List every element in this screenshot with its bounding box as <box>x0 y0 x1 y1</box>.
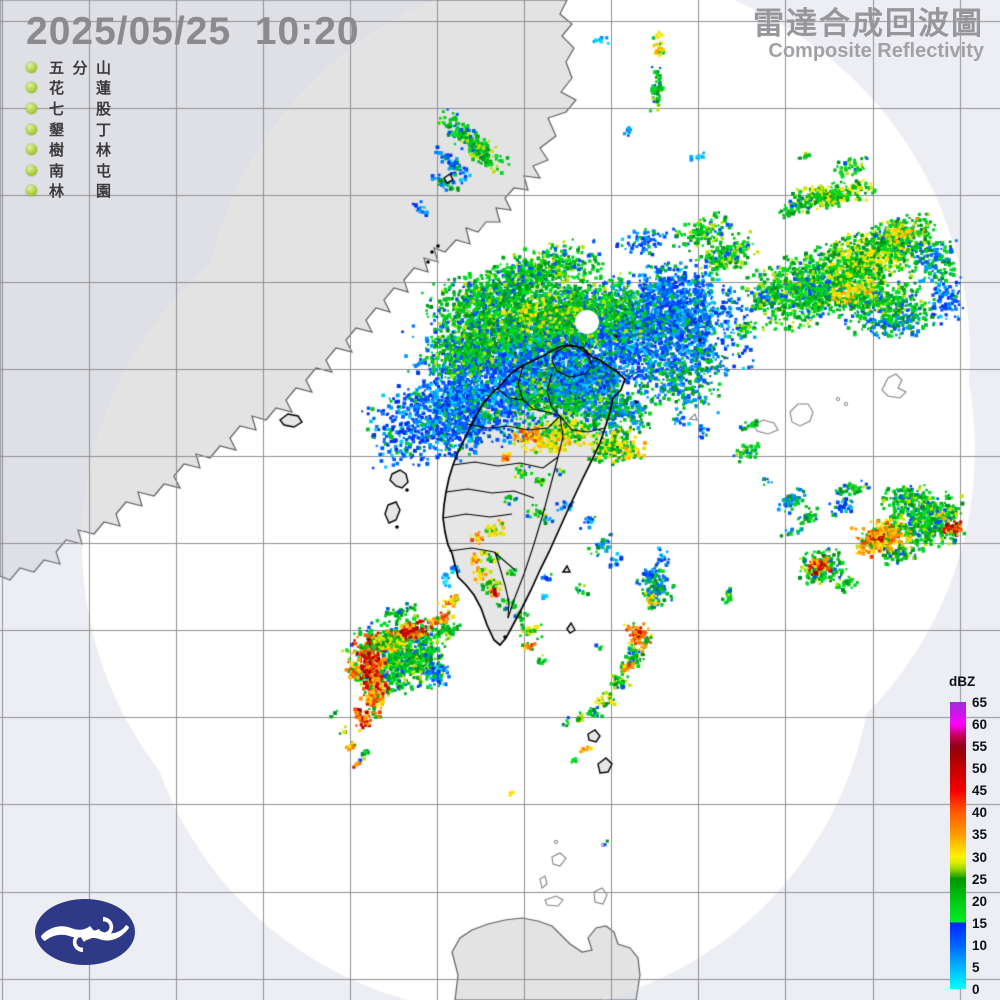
colorbar-tick-40: 40 <box>972 805 988 821</box>
station-name: 林園 <box>49 183 111 201</box>
station-name: 墾丁 <box>49 121 111 139</box>
colorbar-tick-20: 20 <box>972 893 988 909</box>
station-item: 花蓮 <box>26 78 111 99</box>
page-title: 雷達合成回波圖 Composite Reflectivity <box>753 6 984 62</box>
station-item: 南屯 <box>26 160 111 181</box>
station-item: 樹林 <box>26 139 111 160</box>
station-status-icon <box>26 82 37 94</box>
title-english: Composite Reflectivity <box>768 39 984 62</box>
radar-station-list: 五分山花蓮七股墾丁樹林南屯林園 <box>26 57 111 201</box>
station-name: 七股 <box>49 100 111 118</box>
colorbar-tick-65: 65 <box>972 695 988 710</box>
colorbar-tick-55: 55 <box>972 739 988 755</box>
colorbar-tick-10: 10 <box>972 937 988 953</box>
colorbar-tick-25: 25 <box>972 871 988 887</box>
colorbar-tick-35: 35 <box>972 827 988 843</box>
station-item: 七股 <box>26 98 111 119</box>
colorbar-tick-30: 30 <box>972 849 988 865</box>
station-status-icon <box>26 164 37 176</box>
colorbar-tick-0: 0 <box>972 982 980 997</box>
title-chinese: 雷達合成回波圖 <box>753 6 984 41</box>
station-name: 南屯 <box>49 162 111 180</box>
station-item: 林園 <box>26 181 111 202</box>
colorbar-tick-15: 15 <box>972 915 988 931</box>
station-item: 五分山 <box>26 57 111 78</box>
colorbar-tick-50: 50 <box>972 761 988 777</box>
cwa-logo <box>35 899 135 965</box>
station-status-icon <box>26 123 37 135</box>
colorbar-tick-45: 45 <box>972 783 988 799</box>
station-status-icon <box>26 61 37 73</box>
station-status-icon <box>26 185 37 197</box>
station-status-icon <box>26 102 37 114</box>
station-name: 樹林 <box>49 142 111 160</box>
colorbar-unit-label: dBZ <box>949 674 976 689</box>
timestamp: 2025/05/25 10:20 <box>26 10 360 53</box>
colorbar-gradient <box>950 702 966 989</box>
colorbar-tick-60: 60 <box>972 717 988 733</box>
station-item: 墾丁 <box>26 119 111 140</box>
station-status-icon <box>26 144 37 156</box>
station-name: 花蓮 <box>49 80 111 98</box>
colorbar-tick-5: 5 <box>972 959 980 975</box>
station-name: 五分山 <box>49 59 111 77</box>
